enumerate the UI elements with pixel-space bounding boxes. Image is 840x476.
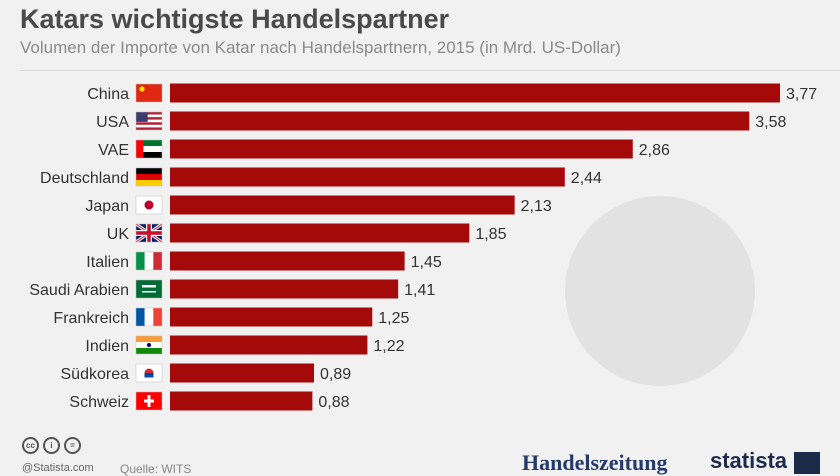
saudi-arabia-flag-icon xyxy=(135,279,163,299)
china-flag-icon xyxy=(135,83,163,103)
value-label: 2,86 xyxy=(639,142,670,159)
france-flag-icon xyxy=(135,307,163,327)
source-label: Quelle: WITS xyxy=(120,462,192,476)
value-label: 3,77 xyxy=(786,86,817,103)
value-label: 1,41 xyxy=(404,282,435,299)
value-label: 2,44 xyxy=(571,170,602,187)
license-icons: cc i = xyxy=(22,437,81,454)
chart-subtitle: Volumen der Importe von Katar nach Hande… xyxy=(20,38,621,57)
value-label: 1,45 xyxy=(411,254,442,271)
bar xyxy=(170,335,368,355)
uk-flag-icon xyxy=(135,222,163,244)
handelszeitung-logo: Handelszeitung xyxy=(522,450,668,475)
attribution-icon: i xyxy=(43,437,60,454)
value-label: 1,25 xyxy=(378,310,409,327)
bar xyxy=(170,391,313,411)
bar xyxy=(170,167,565,187)
switzerland-flag-icon xyxy=(135,391,163,411)
bar xyxy=(170,139,633,159)
category-label: Japan xyxy=(85,198,129,215)
category-label: Südkorea xyxy=(61,366,130,383)
bar xyxy=(170,363,315,383)
statista-logo-mark-icon xyxy=(794,452,820,474)
category-label: USA xyxy=(96,114,129,131)
italy-flag-icon xyxy=(135,251,163,271)
japan-flag-icon xyxy=(135,195,163,215)
value-label: 0,88 xyxy=(318,394,349,411)
bar xyxy=(170,83,780,103)
bar xyxy=(170,279,399,299)
uae-flag-icon xyxy=(135,139,163,159)
category-label: Indien xyxy=(85,338,129,355)
title-divider xyxy=(20,70,840,71)
value-label: 2,13 xyxy=(521,198,552,215)
category-label: Frankreich xyxy=(53,310,129,327)
india-flag-icon xyxy=(135,335,163,355)
category-label: VAE xyxy=(98,142,129,159)
bar xyxy=(170,307,373,327)
category-label: UK xyxy=(107,226,130,243)
germany-flag-icon xyxy=(135,167,163,187)
category-label: Deutschland xyxy=(40,170,129,187)
value-label: 0,89 xyxy=(320,366,351,383)
bar xyxy=(170,195,515,215)
statista-logo: statista xyxy=(710,448,788,473)
bar xyxy=(170,223,470,243)
category-label: China xyxy=(87,86,129,103)
south-korea-flag-icon xyxy=(135,363,163,383)
statista-credit: @Statista.com xyxy=(22,462,94,474)
qatar-map-background xyxy=(565,196,755,386)
cc-icon: cc xyxy=(22,437,39,454)
value-label: 1,85 xyxy=(475,226,506,243)
category-label: Saudi Arabien xyxy=(29,282,129,299)
value-label: 1,22 xyxy=(373,338,404,355)
bar xyxy=(170,111,750,131)
usa-flag-icon xyxy=(135,111,163,131)
category-label: Schweiz xyxy=(69,394,129,411)
chart-title: Katars wichtigste Handelspartner xyxy=(20,4,450,34)
bar xyxy=(170,251,405,271)
no-derivatives-icon: = xyxy=(64,437,81,454)
value-label: 3,58 xyxy=(755,114,786,131)
category-label: Italien xyxy=(86,254,129,271)
